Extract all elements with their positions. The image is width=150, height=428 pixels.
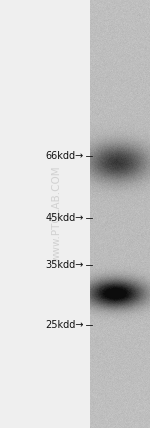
Text: 45kdd→: 45kdd→: [46, 213, 84, 223]
Text: 35kdd→: 35kdd→: [46, 260, 84, 270]
Text: 25kdd→: 25kdd→: [45, 320, 84, 330]
Text: www.PTGLAB.COM: www.PTGLAB.COM: [52, 166, 62, 262]
Text: 66kdd→: 66kdd→: [46, 151, 84, 161]
